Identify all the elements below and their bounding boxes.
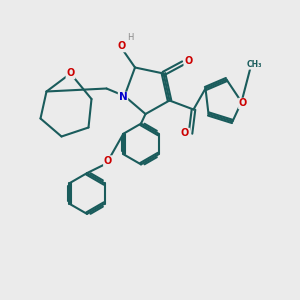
Text: CH₃: CH₃	[246, 60, 262, 69]
Text: O: O	[104, 156, 112, 166]
Text: O: O	[66, 68, 75, 79]
Text: O: O	[181, 128, 189, 139]
Text: O: O	[184, 56, 193, 67]
Text: O: O	[239, 98, 247, 109]
Text: H: H	[127, 33, 134, 42]
Text: O: O	[117, 41, 126, 52]
Text: N: N	[118, 92, 127, 103]
